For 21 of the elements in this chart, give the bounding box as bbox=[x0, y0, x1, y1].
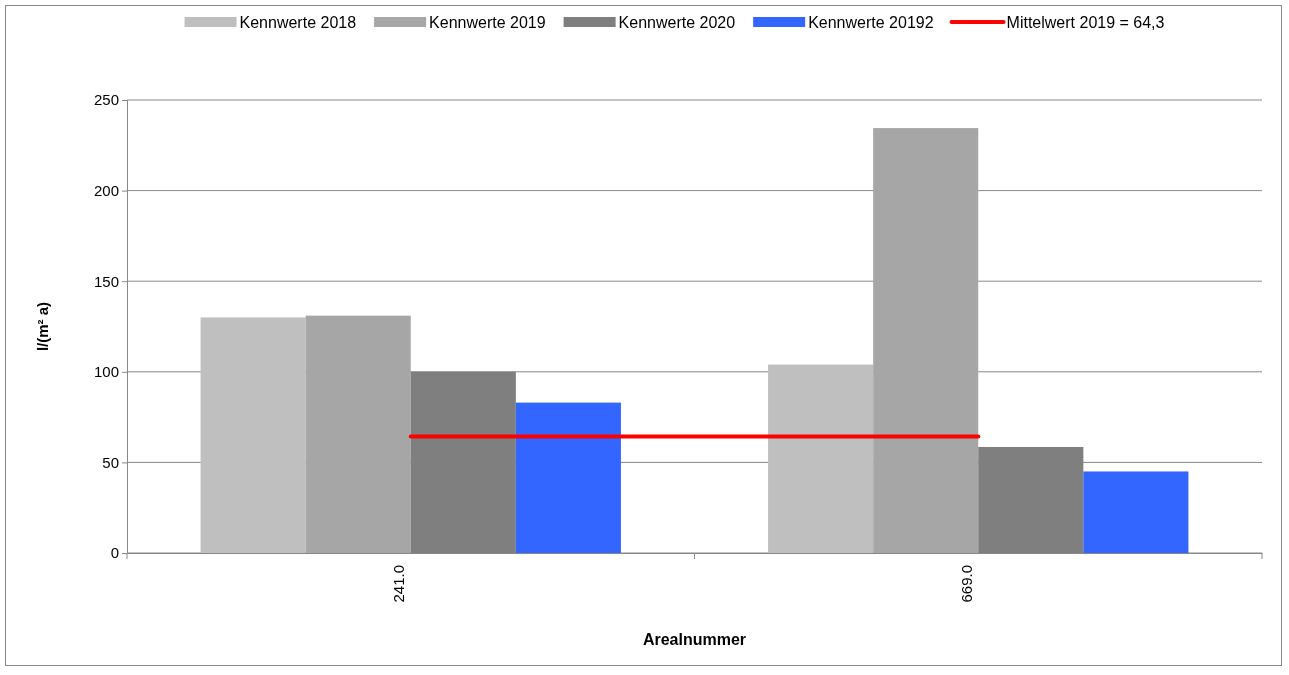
y-tick-label: 150 bbox=[93, 272, 119, 290]
y-tick-label: 50 bbox=[102, 453, 119, 471]
bar bbox=[1083, 471, 1189, 553]
y-tick-label: 100 bbox=[93, 363, 119, 381]
bar bbox=[200, 317, 306, 553]
y-tick-label: 0 bbox=[110, 544, 119, 562]
bar bbox=[873, 128, 979, 553]
x-tick-label: 669.0 bbox=[957, 565, 975, 603]
legend-label: Mittelwert 2019 = 64,3 bbox=[1006, 14, 1165, 31]
legend-label: Kennwerte 2018 bbox=[239, 14, 357, 31]
bar bbox=[515, 402, 621, 553]
legend-label: Kennwerte 2020 bbox=[618, 14, 736, 31]
y-axis-title: l/(m² a) bbox=[34, 301, 51, 352]
bar bbox=[305, 315, 411, 553]
y-tick-label: 200 bbox=[93, 181, 119, 199]
x-tick-label: 241.0 bbox=[390, 565, 407, 603]
legend-label: Kennwerte 2019 bbox=[429, 14, 546, 31]
bar bbox=[768, 364, 874, 553]
legend-label: Kennwerte 20192 bbox=[808, 14, 934, 31]
x-axis-title: Arealnummer bbox=[642, 631, 747, 648]
y-tick-label: 250 bbox=[93, 91, 119, 109]
